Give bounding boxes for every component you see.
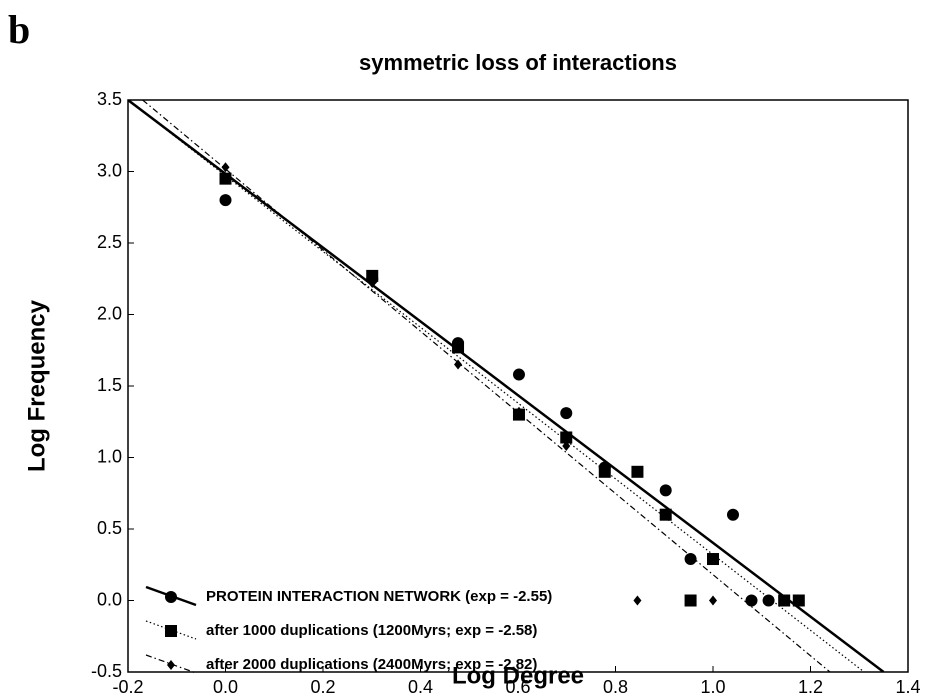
y-tick-label: 2.0 — [97, 303, 122, 323]
marker-diamond — [514, 406, 523, 417]
legend-label: PROTEIN INTERACTION NETWORK (exp = -2.55… — [206, 588, 552, 605]
marker-diamond — [562, 441, 571, 452]
marker-circle — [726, 508, 739, 521]
marker-circle — [659, 484, 672, 497]
marker-diamond — [454, 359, 463, 370]
x-tick-label: 1.2 — [798, 677, 823, 695]
y-tick-label: 1.0 — [97, 446, 122, 466]
fit-line — [128, 100, 865, 672]
plot-frame — [127, 99, 909, 673]
y-tick-label: 1.5 — [97, 375, 122, 395]
marker-square — [631, 465, 644, 478]
marker-diamond — [633, 595, 642, 606]
marker-square — [792, 594, 805, 607]
legend-label: after 1000 duplications (1200Myrs; exp =… — [206, 622, 537, 639]
y-tick-label: 0.0 — [97, 589, 122, 609]
x-tick-label: 0.6 — [505, 677, 530, 695]
fit-line — [142, 100, 831, 672]
y-tick-label: 0.5 — [97, 518, 122, 538]
marker-square — [219, 172, 232, 185]
marker-diamond — [368, 278, 377, 289]
x-tick-label: 0.0 — [213, 677, 238, 695]
y-tick-label: 3.0 — [97, 160, 122, 180]
marker-diamond — [221, 162, 230, 173]
x-tick-label: 0.8 — [603, 677, 628, 695]
x-tick-label: 1.0 — [700, 677, 725, 695]
marker-square — [684, 594, 697, 607]
marker-square — [659, 508, 672, 521]
legend-marker — [165, 625, 177, 637]
marker-circle — [684, 553, 697, 566]
y-tick-label: 2.5 — [97, 232, 122, 252]
x-tick-label: 0.2 — [310, 677, 335, 695]
x-tick-label: -0.2 — [112, 677, 143, 695]
marker-square — [366, 269, 379, 282]
legend-marker — [167, 660, 175, 670]
plot-area — [128, 100, 885, 672]
legend-marker — [165, 591, 177, 603]
panel-label: b — [8, 7, 30, 52]
y-tick-label: 3.5 — [97, 89, 122, 109]
x-tick-label: 1.4 — [895, 677, 920, 695]
marker-circle — [762, 594, 775, 607]
y-axis-label: Log Frequency — [23, 299, 50, 472]
legend-line — [145, 654, 197, 674]
chart-title: symmetric loss of interactions — [359, 50, 677, 75]
legend-line — [145, 620, 197, 640]
marker-circle — [512, 368, 525, 381]
marker-square — [452, 341, 465, 354]
marker-circle — [560, 407, 573, 420]
legend-label: after 2000 duplications (2400Myrs; exp =… — [206, 656, 537, 673]
marker-diamond — [600, 462, 609, 473]
marker-circle — [745, 594, 758, 607]
marker-diamond — [709, 595, 717, 606]
marker-circle — [219, 194, 232, 207]
marker-square — [560, 431, 573, 444]
x-tick-label: 0.4 — [408, 677, 433, 695]
y-tick-label: -0.5 — [91, 661, 122, 681]
marker-square — [778, 594, 791, 607]
fit-line — [128, 100, 885, 672]
marker-square — [707, 553, 719, 566]
